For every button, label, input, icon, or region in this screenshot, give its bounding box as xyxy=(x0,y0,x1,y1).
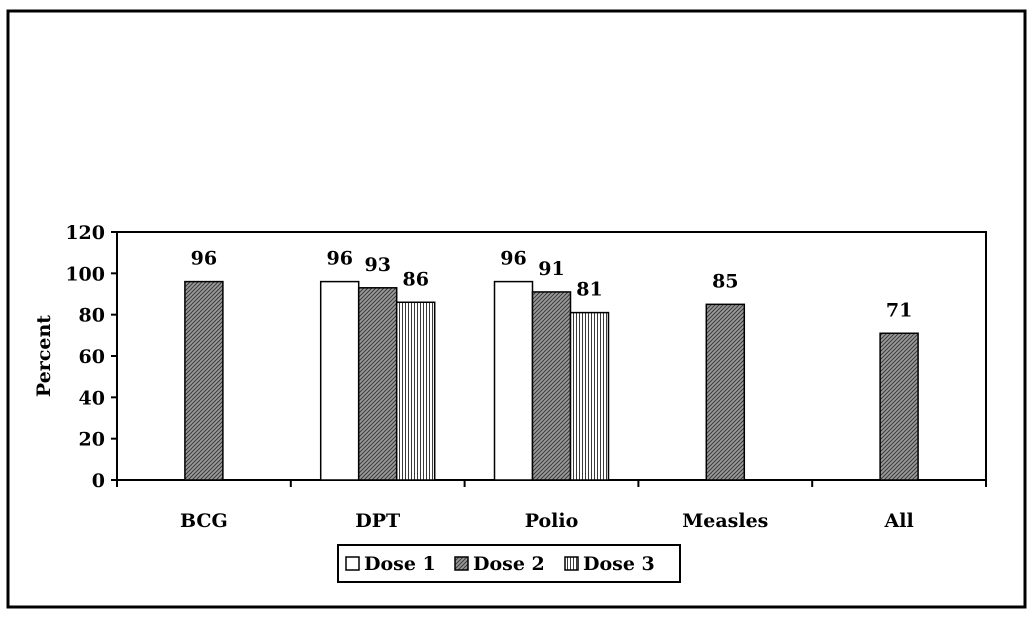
y-tick-label: 40 xyxy=(79,387,105,409)
y-axis-title: Percent xyxy=(33,315,55,397)
data-label: 96 xyxy=(500,248,526,270)
legend-swatch-dose3 xyxy=(564,556,579,571)
legend-swatch-dose1 xyxy=(345,556,360,571)
y-tick-label: 20 xyxy=(79,429,105,451)
data-label: 81 xyxy=(576,279,602,301)
bar-dose3-dpt xyxy=(395,301,436,481)
data-label: 71 xyxy=(886,299,912,321)
data-label: 93 xyxy=(364,254,390,276)
x-tick-label: BCG xyxy=(180,510,228,532)
x-tick-label: Measles xyxy=(682,510,768,532)
y-tick-label: 80 xyxy=(79,305,105,327)
y-tick-label: 100 xyxy=(65,263,105,285)
bar-dose1-dpt xyxy=(319,280,360,481)
data-label: 91 xyxy=(538,258,564,280)
data-labels: 96 96 93 86 96 91 81 85 71 xyxy=(191,248,913,322)
outer-border xyxy=(6,9,1027,609)
legend-label-dose1: Dose 1 xyxy=(364,553,436,575)
bar-dose2-all xyxy=(879,332,919,481)
data-label: 86 xyxy=(402,268,428,290)
legend: Dose 1 Dose 2 Dose 3 xyxy=(337,544,681,583)
bar-dose2-polio xyxy=(531,291,572,481)
legend-swatch-dose2 xyxy=(454,556,469,571)
bar-dose2-measles xyxy=(705,303,746,481)
x-tick-label: Polio xyxy=(525,510,579,532)
data-label: 96 xyxy=(191,248,217,270)
y-tick-label: 120 xyxy=(65,222,105,244)
bar-dose1-polio xyxy=(493,280,534,481)
bar-dose2-dpt xyxy=(357,287,398,481)
legend-box xyxy=(337,544,681,583)
data-label: 85 xyxy=(712,270,738,292)
y-axis: 0 20 40 60 80 100 120 xyxy=(65,222,117,492)
bars xyxy=(184,280,919,481)
y-tick-label: 0 xyxy=(92,470,105,492)
y-tick-label: 60 xyxy=(79,346,105,368)
x-tick-label: All xyxy=(884,510,914,532)
x-axis: BCG DPT Polio Measles All xyxy=(116,480,987,532)
legend-label-dose3: Dose 3 xyxy=(583,553,655,575)
bar-dose2-bcg xyxy=(184,280,224,481)
x-tick-label: DPT xyxy=(355,510,400,532)
data-label: 96 xyxy=(326,248,352,270)
legend-label-dose2: Dose 2 xyxy=(473,553,545,575)
bar-dose3-polio xyxy=(569,311,610,481)
